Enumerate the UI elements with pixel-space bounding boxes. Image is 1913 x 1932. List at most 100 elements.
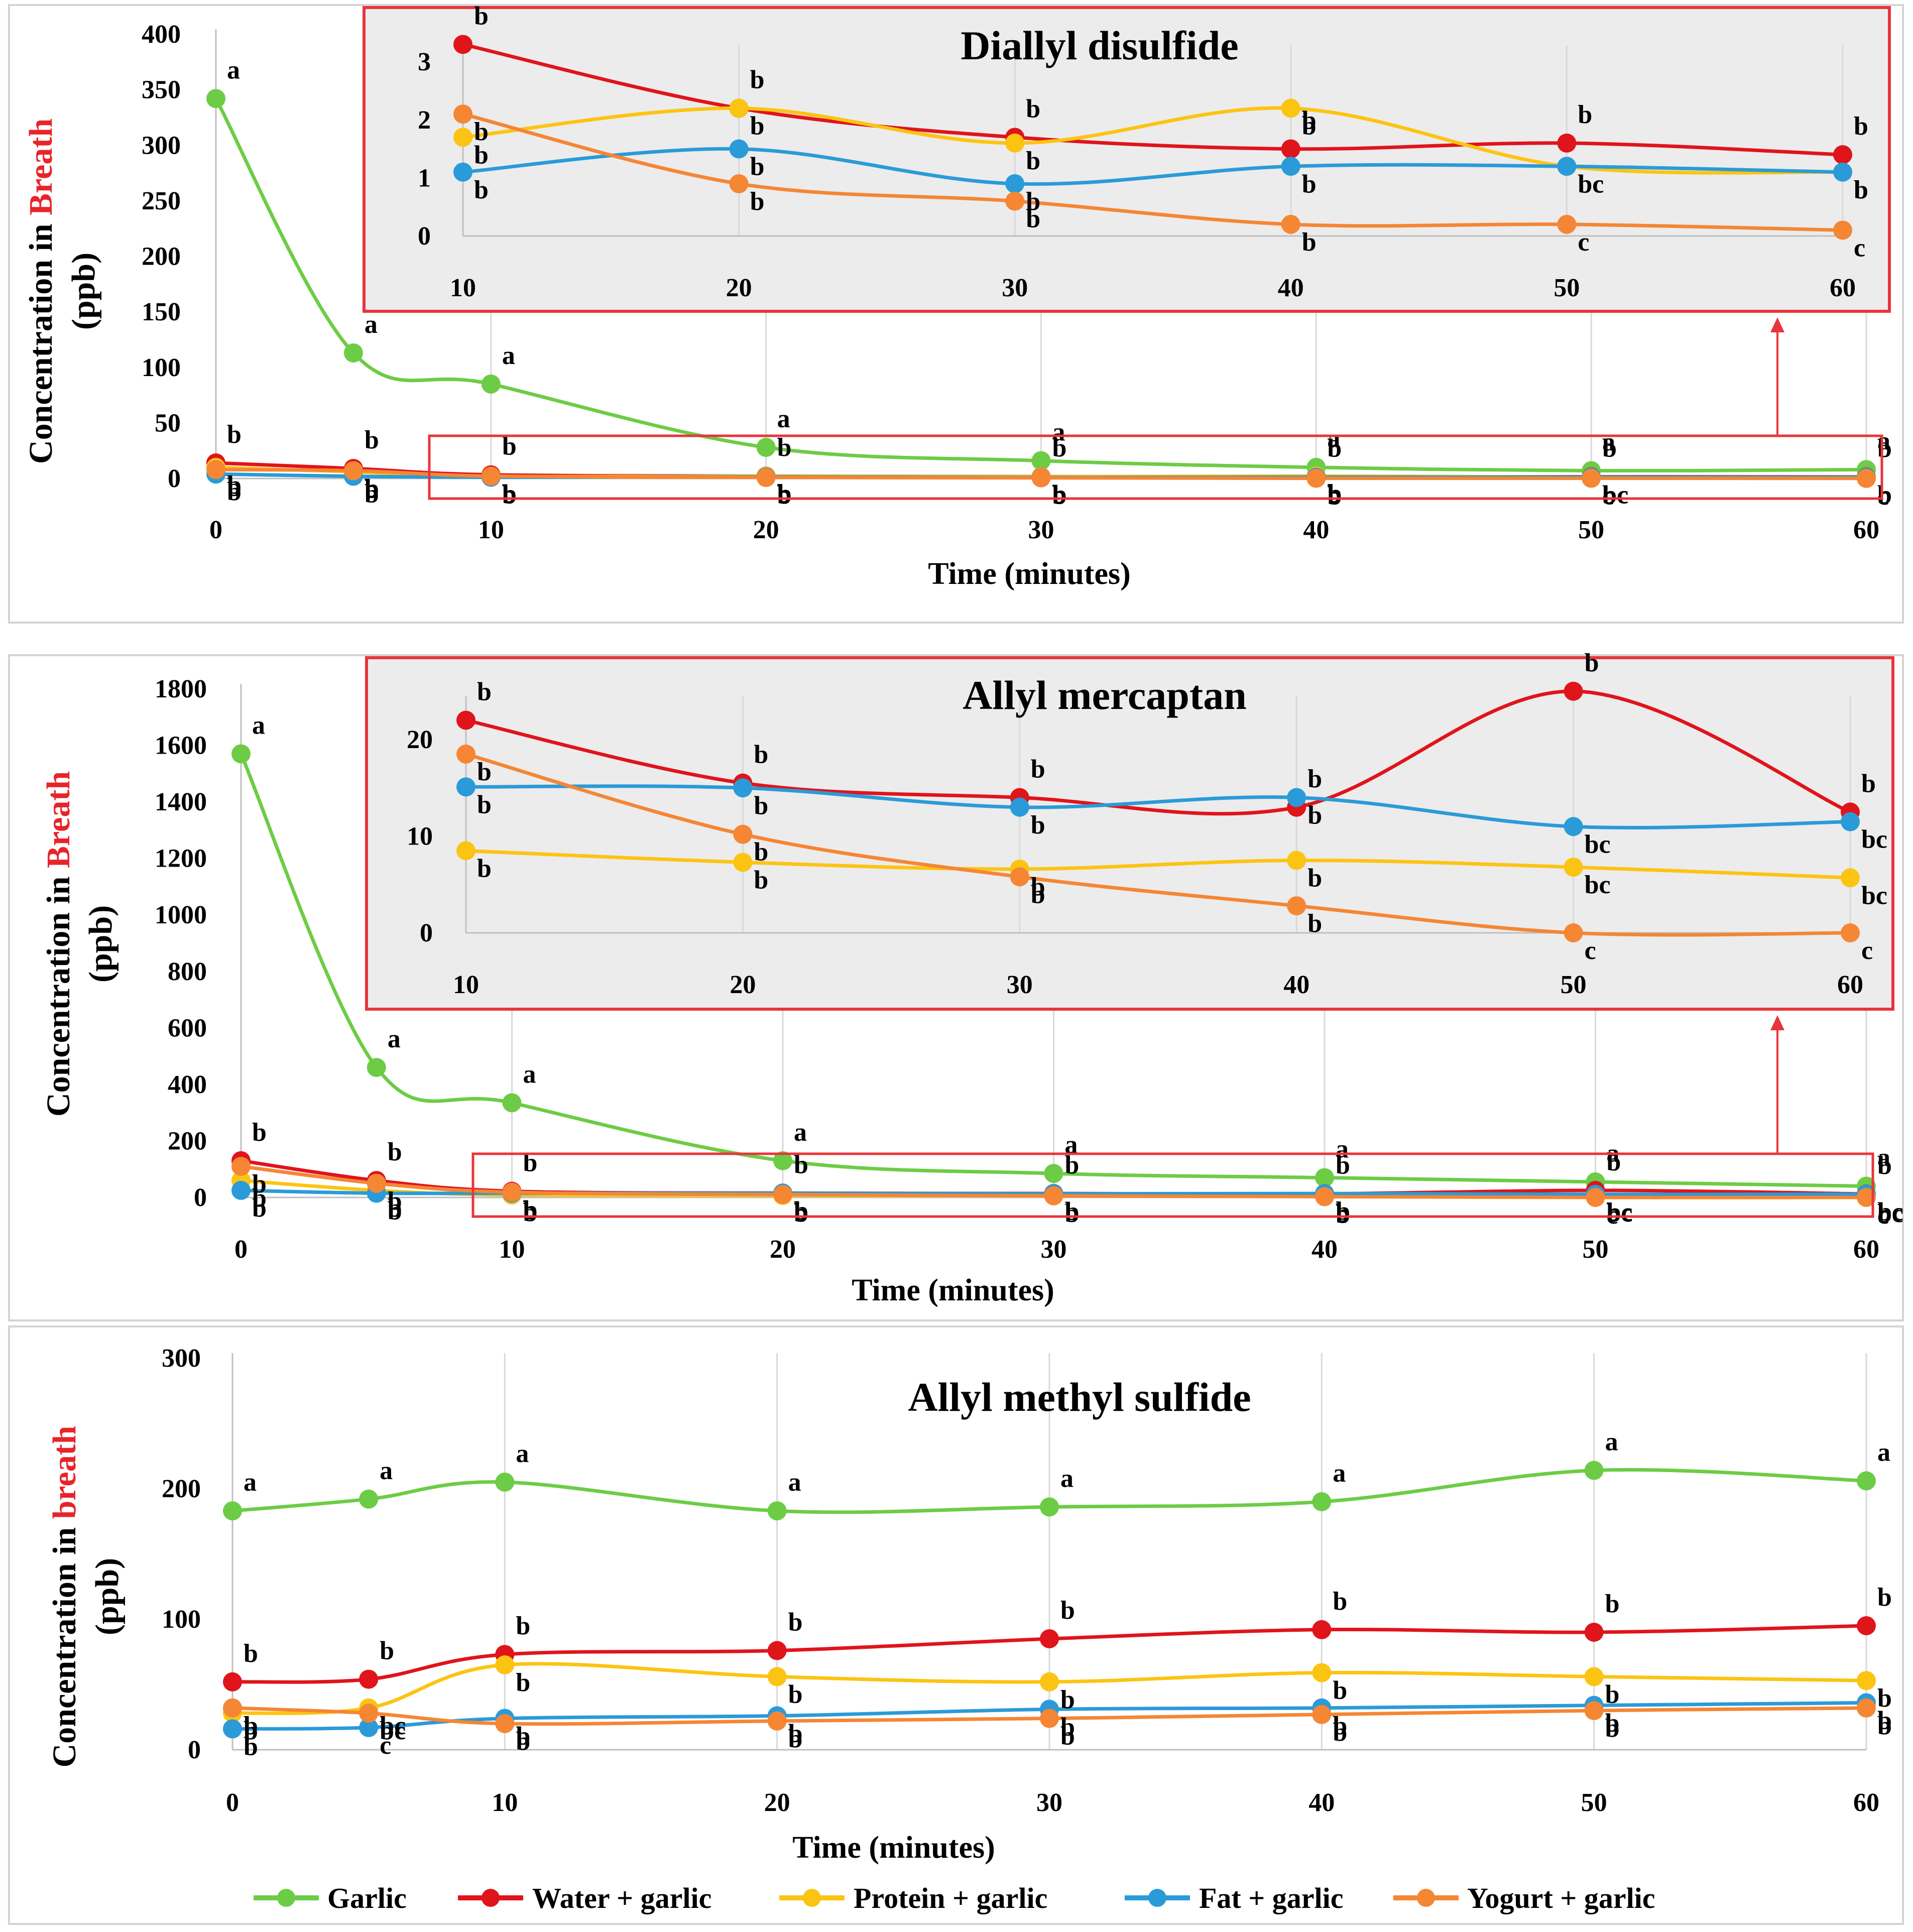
p2-label-yogurt-garlic-5: b xyxy=(1336,1200,1350,1229)
p1-label-water-garlic-4: b xyxy=(1052,434,1067,462)
p2-zoom-frame xyxy=(471,1152,1874,1218)
p1-x-axis-title: Time (minutes) xyxy=(928,557,1131,591)
p2i-label-water-garlic-4: b xyxy=(1585,649,1599,677)
p2-point-garlic-2 xyxy=(502,1093,522,1113)
p1-point-yogurt-garlic-6 xyxy=(1582,468,1601,488)
p3-x-tick-labels: 0 10 20 30 40 50 60 xyxy=(226,1788,1879,1817)
p1i-label-fat-garlic-2: b xyxy=(1026,187,1040,216)
p1-x-tick-0: 0 xyxy=(209,516,222,544)
p2i-x-tick-30: 30 xyxy=(1007,971,1033,999)
p3-y-tick-300: 300 xyxy=(162,1344,201,1373)
p2i-label-fat-garlic-4: bc xyxy=(1585,830,1611,859)
p1-label-fat-garlic-2: b xyxy=(502,481,517,510)
p1i-point-water-garlic-4 xyxy=(1557,134,1577,153)
p3-x-tick-60: 60 xyxy=(1853,1788,1879,1817)
p3-label-protein-garlic-6: b xyxy=(1605,1680,1620,1709)
p3-point-water-garlic-7 xyxy=(1857,1616,1876,1635)
p2i-x-tick-50: 50 xyxy=(1561,971,1587,999)
p1-label-garlic-7: a xyxy=(1877,427,1890,455)
p1i-label-protein-garlic-1: b xyxy=(750,112,765,141)
p1i-y-tick-3: 3 xyxy=(418,48,431,76)
p3-point-water-garlic-6 xyxy=(1584,1623,1604,1642)
p2-point-yogurt-garlic-6 xyxy=(1586,1188,1605,1207)
p1i-x-tick-20: 20 xyxy=(726,274,752,302)
p3-line-yogurt-garlic xyxy=(230,1706,1868,1726)
p1-zoom-frame xyxy=(428,434,1883,500)
p3-label-yogurt-garlic-5: b xyxy=(1333,1718,1347,1747)
p2i-x-tick-40: 40 xyxy=(1283,971,1309,999)
p1-chart-title: Diallyl disulfide xyxy=(961,23,1239,68)
p3-label-water-garlic-2: b xyxy=(516,1612,530,1640)
p1-y-tick-100: 100 xyxy=(142,353,181,382)
p1i-x-tick-60: 60 xyxy=(1830,274,1856,302)
p2-inset-series-lines xyxy=(464,689,1852,937)
p1-y-tick-0: 0 xyxy=(168,464,181,493)
p2-point-yogurt-garlic-0 xyxy=(231,1157,251,1176)
p1-x-tick-50: 50 xyxy=(1578,516,1604,544)
p1-label-garlic-6: a xyxy=(1602,428,1615,457)
p3-point-yogurt-garlic-3 xyxy=(767,1711,787,1731)
p1i-point-fat-garlic-2 xyxy=(1005,174,1025,193)
p3-label-protein-garlic-1: bc xyxy=(380,1712,406,1740)
p1-label-water-garlic-0: b xyxy=(227,420,242,449)
p2-label-garlic-3: a xyxy=(794,1118,807,1147)
p1-label-fat-garlic-1: b xyxy=(365,480,379,509)
p3-line-garlic xyxy=(230,1468,1868,1514)
legend: Garlic Water + garlic Protein + garlic F… xyxy=(254,1882,1655,1914)
p3-line-fat-garlic xyxy=(230,1701,1868,1731)
p2-label-water-garlic-7: b xyxy=(1877,1151,1892,1180)
p2i-point-fat-garlic-4 xyxy=(1564,817,1583,836)
p2-zoom-arrowhead xyxy=(1770,1015,1784,1030)
p1i-point-water-garlic-0 xyxy=(453,35,472,54)
p2i-label-yogurt-garlic-5: c xyxy=(1861,936,1873,965)
p1-inset-data-points xyxy=(453,35,1852,240)
p1-label-water-garlic-3: b xyxy=(777,433,792,462)
p3-point-garlic-0 xyxy=(223,1501,242,1521)
p1-label-yogurt-garlic-3: b xyxy=(777,481,792,510)
legend-item-fat-garlic: Fat + garlic xyxy=(1125,1882,1344,1914)
p3-point-water-garlic-0 xyxy=(223,1672,242,1692)
p2-inset-x-tick-labels: 10 20 30 40 50 60 xyxy=(453,971,1863,999)
p2-line-fat-garlic xyxy=(239,1188,1868,1196)
p1-label-garlic-4: a xyxy=(1052,418,1065,447)
p2-label-yogurt-garlic-3: b xyxy=(794,1198,808,1227)
p2-point-garlic-4 xyxy=(1044,1164,1063,1183)
p3-y-tick-0: 0 xyxy=(188,1736,201,1764)
p1-label-yogurt-garlic-6: c xyxy=(1602,482,1614,511)
p2i-label-fat-garlic-1: b xyxy=(754,791,768,820)
p3-label-yogurt-garlic-6: b xyxy=(1605,1714,1620,1743)
p3-label-yogurt-garlic-2: b xyxy=(516,1727,530,1756)
p3-label-fat-garlic-6: b xyxy=(1605,1709,1620,1738)
p1-label-fat-garlic-4: b xyxy=(1052,481,1067,510)
p3-chart-title: Allyl methyl sulfide xyxy=(908,1374,1251,1420)
p2-y-tick-600: 600 xyxy=(168,1014,207,1042)
p2i-label-yogurt-garlic-0: b xyxy=(477,758,492,786)
p1-label-garlic-3: a xyxy=(777,405,790,433)
p1-point-garlic-1 xyxy=(343,343,363,363)
p1i-label-water-garlic-4: b xyxy=(1578,100,1592,129)
p3-y-tick-labels: 0 100 200 300 xyxy=(162,1344,201,1764)
p2i-point-yogurt-garlic-4 xyxy=(1564,923,1583,942)
p2i-label-water-garlic-0: b xyxy=(477,678,492,706)
legend-marker-protein-garlic xyxy=(803,1889,821,1907)
p2i-label-protein-garlic-3: b xyxy=(1307,864,1322,893)
p2i-line-water-garlic xyxy=(464,689,1852,816)
p3-point-fat-garlic-1 xyxy=(359,1718,379,1737)
p2-label-garlic-0: a xyxy=(252,711,265,740)
p2-point-yogurt-garlic-5 xyxy=(1315,1187,1334,1206)
p3-point-garlic-7 xyxy=(1857,1471,1876,1491)
p1-inset-x-tick-labels: 10 20 30 40 50 60 xyxy=(450,274,1856,302)
p1-point-garlic-2 xyxy=(481,374,501,394)
p1-point-yogurt-garlic-3 xyxy=(756,468,776,488)
p2-label-garlic-7: a xyxy=(1877,1143,1890,1172)
p2-label-fat-garlic-5: b xyxy=(1336,1197,1350,1226)
p1-x-tick-60: 60 xyxy=(1853,516,1879,544)
p2-label-protein-garlic-3: b xyxy=(794,1199,808,1228)
p2i-point-yogurt-garlic-3 xyxy=(1287,896,1306,916)
p2i-point-fat-garlic-1 xyxy=(733,778,753,798)
p1-label-water-garlic-1: b xyxy=(365,426,379,454)
p2-x-tick-0: 0 xyxy=(234,1235,248,1264)
p1-line-garlic xyxy=(214,96,1868,473)
p3-point-water-garlic-1 xyxy=(359,1669,379,1689)
